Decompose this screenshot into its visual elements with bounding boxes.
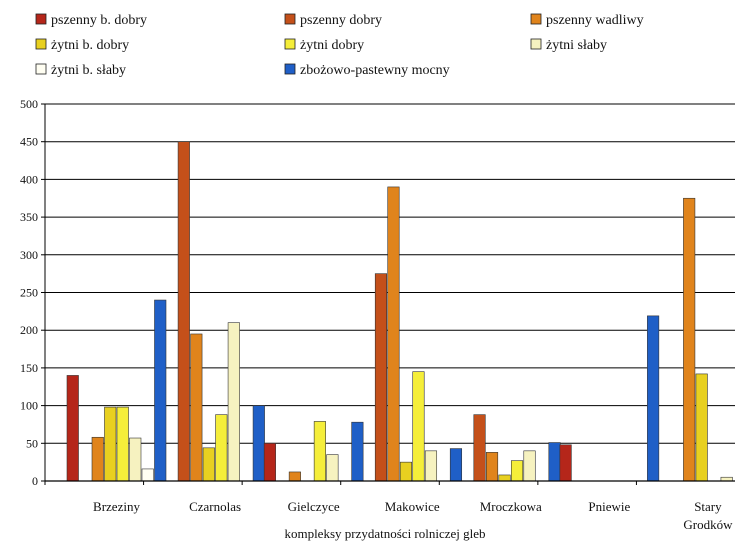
legend-label-zytni-dobry: żytni dobry bbox=[300, 38, 364, 53]
y-tick-label: 0 bbox=[32, 474, 38, 488]
bar-gielczyce-pszenny-wadliwy bbox=[288, 471, 301, 482]
bar-brzeziny-zytni-b-dobry bbox=[104, 406, 117, 482]
bar-czarnolas-zbozowo-pastewny-mocny bbox=[252, 405, 265, 482]
legend-label-pszenny-wadliwy: pszenny wadliwy bbox=[546, 13, 644, 28]
bar-gielczyce-zytni-slaby bbox=[326, 454, 339, 482]
y-tick-label: 400 bbox=[20, 172, 38, 186]
bar-gielczyce-pszenny-b-dobry bbox=[263, 442, 276, 482]
x-category-label: Stary bbox=[694, 499, 722, 514]
bar-mroczkowa-pszenny-dobry bbox=[473, 414, 486, 482]
bar-czarnolas-zytni-b-dobry bbox=[202, 447, 215, 482]
bar-mroczkowa-pszenny-wadliwy bbox=[485, 452, 499, 482]
y-tick-label: 350 bbox=[20, 210, 38, 224]
bar-pniewie-pszenny-b-dobry bbox=[559, 444, 572, 482]
bar-gielczyce-zytni-dobry bbox=[313, 421, 326, 482]
legend-label-zbozowo-pastewny-mocny: zbożowo-pastewny mocny bbox=[300, 63, 450, 78]
bar-brzeziny-zytni-b-slaby bbox=[141, 468, 154, 482]
y-tick-label: 100 bbox=[20, 399, 38, 413]
bar-mroczkowa-zytni-b-dobry bbox=[498, 474, 511, 482]
y-tick-label: 150 bbox=[20, 361, 38, 375]
legend-label-pszenny-dobry: pszenny dobry bbox=[300, 13, 382, 28]
legend-swatch-pszenny-b-dobry bbox=[35, 13, 47, 25]
bar-brzeziny-zytni-slaby bbox=[129, 437, 142, 482]
bar-makowice-zbozowo-pastewny-mocny bbox=[449, 448, 463, 482]
bar-stary-grodkow-pszenny-wadliwy bbox=[683, 197, 696, 482]
legend-swatch-zytni-slaby bbox=[530, 38, 542, 50]
y-tick-label: 450 bbox=[20, 135, 38, 149]
bar-mroczkowa-zbozowo-pastewny-mocny bbox=[548, 442, 561, 482]
legend-swatch-pszenny-wadliwy bbox=[530, 13, 542, 25]
x-category-label: Czarnolas bbox=[189, 499, 241, 514]
x-axis-title: kompleksy przydatności rolniczej gleb bbox=[284, 526, 485, 541]
legend-swatch-zytni-b-dobry bbox=[35, 38, 47, 50]
y-tick-label: 250 bbox=[20, 286, 38, 300]
x-category-label: Grodków bbox=[683, 517, 733, 532]
bar-makowice-zytni-b-dobry bbox=[399, 461, 413, 482]
x-category-label: Pniewie bbox=[588, 499, 630, 514]
legend-swatch-zbozowo-pastewny-mocny bbox=[284, 63, 296, 75]
plot-area: 0 50 100 150 200 250 300 350 400 450 500 Brzeziny Cz… bbox=[20, 97, 735, 532]
x-category-label: Brzeziny bbox=[93, 499, 140, 514]
y-tick-label: 200 bbox=[20, 323, 38, 337]
y-tick-label: 300 bbox=[20, 248, 38, 262]
bar-czarnolas-zytni-slaby bbox=[227, 322, 240, 482]
legend-label-zytni-slaby: żytni słaby bbox=[546, 38, 607, 53]
bar-brzeziny-pszenny-b-dobry bbox=[66, 375, 79, 482]
bar-czarnolas-pszenny-wadliwy bbox=[190, 333, 203, 482]
bar-makowice-zytni-dobry bbox=[412, 371, 425, 482]
legend-label-zytni-b-slaby: żytni b. słaby bbox=[51, 63, 126, 78]
bar-czarnolas-zytni-dobry bbox=[215, 414, 228, 482]
legend: pszenny b. dobry pszenny dobry pszenny wad… bbox=[35, 13, 644, 78]
legend-label-zytni-b-dobry: żytni b. dobry bbox=[51, 38, 129, 53]
y-tick-label: 50 bbox=[26, 436, 38, 450]
x-category-label: Gielczyce bbox=[288, 499, 340, 514]
x-category-label: Makowice bbox=[385, 499, 440, 514]
bar-brzeziny-pszenny-wadliwy bbox=[91, 436, 104, 482]
bar-mroczkowa-zytni-slaby bbox=[523, 450, 536, 482]
legend-label-pszenny-b-dobry: pszenny b. dobry bbox=[51, 13, 147, 28]
bar-stary-grodkow-zytni-b-dobry bbox=[695, 373, 708, 482]
bar-makowice-zytni-slaby bbox=[424, 450, 438, 482]
y-tick-label: 500 bbox=[20, 97, 38, 111]
bar-brzeziny-zbozowo-pastewny-mocny bbox=[154, 299, 167, 482]
bar-brzeziny-zytni-dobry bbox=[116, 406, 129, 482]
legend-swatch-zytni-b-slaby bbox=[35, 63, 47, 75]
bar-gielczyce-zbozowo-pastewny-mocny bbox=[351, 421, 364, 482]
x-category-label: Mroczkowa bbox=[480, 499, 542, 514]
legend-swatch-zytni-dobry bbox=[284, 38, 296, 50]
legend-swatch-pszenny-dobry bbox=[284, 13, 296, 25]
bar-czarnolas-pszenny-dobry bbox=[177, 141, 190, 482]
bar-makowice-pszenny-wadliwy bbox=[387, 186, 400, 482]
bar-mroczkowa-zytni-dobry bbox=[510, 460, 524, 482]
bar-pniewie-zbozowo-pastewny-mocny bbox=[647, 315, 660, 482]
bar-makowice-pszenny-dobry bbox=[374, 273, 388, 482]
